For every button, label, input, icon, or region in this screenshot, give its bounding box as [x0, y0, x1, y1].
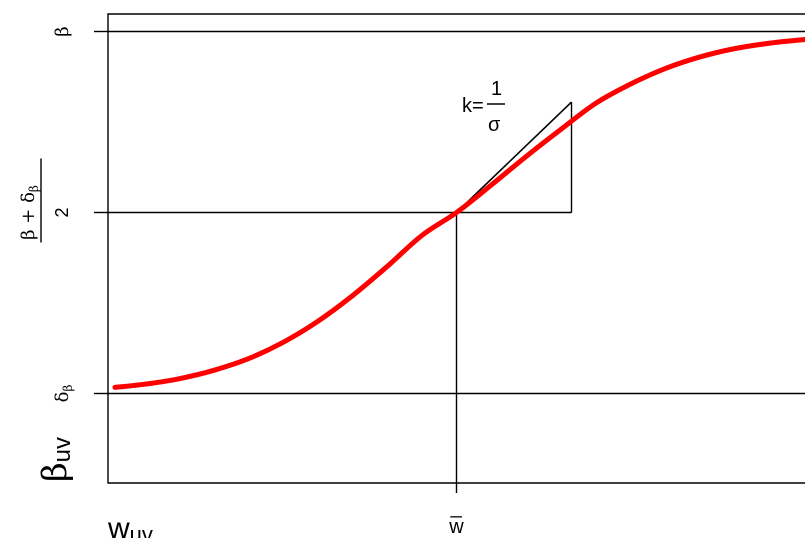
x-tick-label-0: w̅	[448, 515, 464, 538]
slope-denominator: σ	[488, 114, 501, 136]
x-axis-label: wuv	[107, 512, 153, 538]
y-tick-label-2: β	[52, 26, 73, 36]
y-tick-label-1: 2	[52, 207, 72, 217]
x-axis-label-main: w	[107, 512, 130, 538]
y-axis-label: βuv	[35, 437, 76, 482]
x-axis-label-sub: uv	[130, 522, 153, 538]
y-axis-label-sub: uv	[49, 437, 76, 462]
y-tick-label-0: δβ	[52, 385, 75, 403]
slope-numerator: 1	[491, 78, 502, 100]
y-axis-label-main: β	[35, 462, 75, 482]
slope-k-label: k=	[462, 95, 484, 117]
slope-tangent	[455, 101, 573, 214]
series-curve-0	[112, 36, 805, 390]
plot-layer	[94, 13, 805, 493]
y-tick-label-1-numerator: β + δβ	[18, 185, 41, 240]
